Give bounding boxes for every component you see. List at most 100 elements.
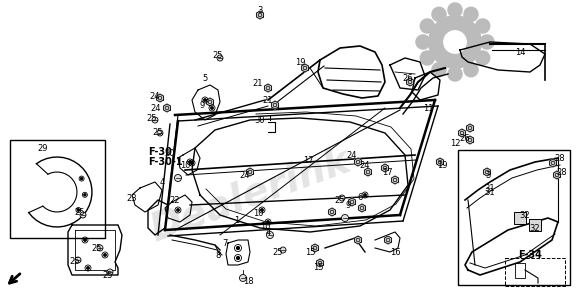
Polygon shape: [354, 236, 361, 244]
Circle shape: [157, 130, 163, 136]
Polygon shape: [157, 94, 164, 102]
Circle shape: [480, 35, 494, 49]
Polygon shape: [466, 136, 473, 144]
Text: 3: 3: [486, 170, 491, 179]
Circle shape: [416, 35, 430, 49]
Circle shape: [239, 274, 246, 281]
Text: 26: 26: [403, 73, 413, 83]
Circle shape: [84, 194, 86, 196]
Circle shape: [236, 247, 239, 250]
Text: 19: 19: [295, 57, 305, 67]
Circle shape: [189, 161, 191, 163]
Polygon shape: [384, 236, 391, 244]
Circle shape: [266, 231, 273, 239]
Polygon shape: [272, 101, 279, 109]
Text: 7: 7: [223, 239, 228, 247]
Circle shape: [448, 67, 462, 81]
Circle shape: [448, 3, 462, 17]
Text: 8: 8: [216, 250, 221, 260]
Text: 4: 4: [265, 228, 271, 237]
Text: 28: 28: [555, 154, 565, 163]
Circle shape: [175, 175, 181, 181]
Text: F-30-1: F-30-1: [148, 157, 183, 167]
Circle shape: [84, 239, 86, 241]
Polygon shape: [206, 98, 213, 106]
Polygon shape: [302, 64, 309, 72]
Text: 23: 23: [127, 194, 138, 202]
Text: 9: 9: [199, 101, 205, 110]
Polygon shape: [458, 129, 465, 137]
Text: 25: 25: [273, 247, 283, 257]
Polygon shape: [381, 164, 388, 172]
Polygon shape: [391, 176, 398, 184]
Circle shape: [280, 247, 286, 253]
Text: 6: 6: [357, 192, 362, 202]
Bar: [529, 219, 541, 231]
Circle shape: [420, 51, 434, 65]
Polygon shape: [164, 104, 171, 112]
Circle shape: [420, 19, 434, 33]
Text: F-30: F-30: [148, 147, 172, 157]
Polygon shape: [436, 158, 443, 166]
Text: 25: 25: [335, 195, 345, 205]
Circle shape: [476, 51, 490, 65]
Circle shape: [364, 194, 366, 196]
Circle shape: [432, 63, 446, 77]
Text: 18: 18: [243, 278, 253, 287]
Text: 10: 10: [253, 208, 263, 218]
Circle shape: [432, 7, 446, 21]
Text: 22: 22: [170, 195, 180, 205]
Polygon shape: [550, 159, 557, 167]
Circle shape: [97, 245, 103, 251]
Polygon shape: [349, 198, 355, 206]
Circle shape: [87, 267, 89, 269]
Circle shape: [211, 107, 213, 109]
Text: 19: 19: [437, 160, 447, 170]
Text: 32: 32: [529, 223, 540, 232]
Polygon shape: [365, 168, 372, 176]
Text: 24: 24: [240, 170, 250, 179]
Text: 24: 24: [347, 150, 357, 160]
Text: 9: 9: [346, 200, 351, 210]
Text: 28: 28: [557, 168, 568, 176]
Bar: [458, 150, 570, 285]
Text: 25: 25: [153, 128, 163, 136]
Text: 14: 14: [515, 47, 525, 57]
Bar: [514, 212, 526, 224]
Bar: [505, 258, 565, 286]
Polygon shape: [484, 168, 491, 176]
Circle shape: [75, 257, 81, 263]
Circle shape: [476, 19, 490, 33]
Circle shape: [77, 209, 79, 211]
Text: 11: 11: [423, 104, 434, 112]
Bar: [10, 140, 105, 238]
Text: 15: 15: [313, 263, 323, 271]
Circle shape: [267, 221, 269, 223]
Text: 16: 16: [390, 247, 401, 257]
Circle shape: [152, 117, 158, 123]
Text: 30: 30: [255, 115, 265, 125]
Circle shape: [464, 63, 478, 77]
Text: 29: 29: [38, 144, 48, 152]
Text: Dealerink: Dealerink: [144, 141, 355, 249]
Text: 21: 21: [253, 78, 263, 88]
Circle shape: [429, 16, 481, 68]
Text: 24: 24: [150, 91, 160, 101]
Text: 31: 31: [485, 184, 495, 192]
Text: 3: 3: [257, 6, 262, 15]
Text: 25: 25: [92, 244, 102, 252]
Circle shape: [107, 269, 113, 275]
Polygon shape: [328, 208, 335, 216]
Text: 4: 4: [160, 178, 165, 186]
Circle shape: [261, 209, 263, 211]
Circle shape: [342, 215, 349, 221]
Text: 17: 17: [381, 168, 392, 176]
Text: 5: 5: [202, 73, 208, 83]
Text: 25: 25: [213, 51, 223, 59]
Polygon shape: [265, 84, 272, 92]
Circle shape: [80, 212, 86, 218]
Polygon shape: [257, 11, 264, 19]
Circle shape: [217, 55, 223, 61]
Text: 1: 1: [234, 215, 240, 224]
Text: 10: 10: [260, 221, 271, 231]
